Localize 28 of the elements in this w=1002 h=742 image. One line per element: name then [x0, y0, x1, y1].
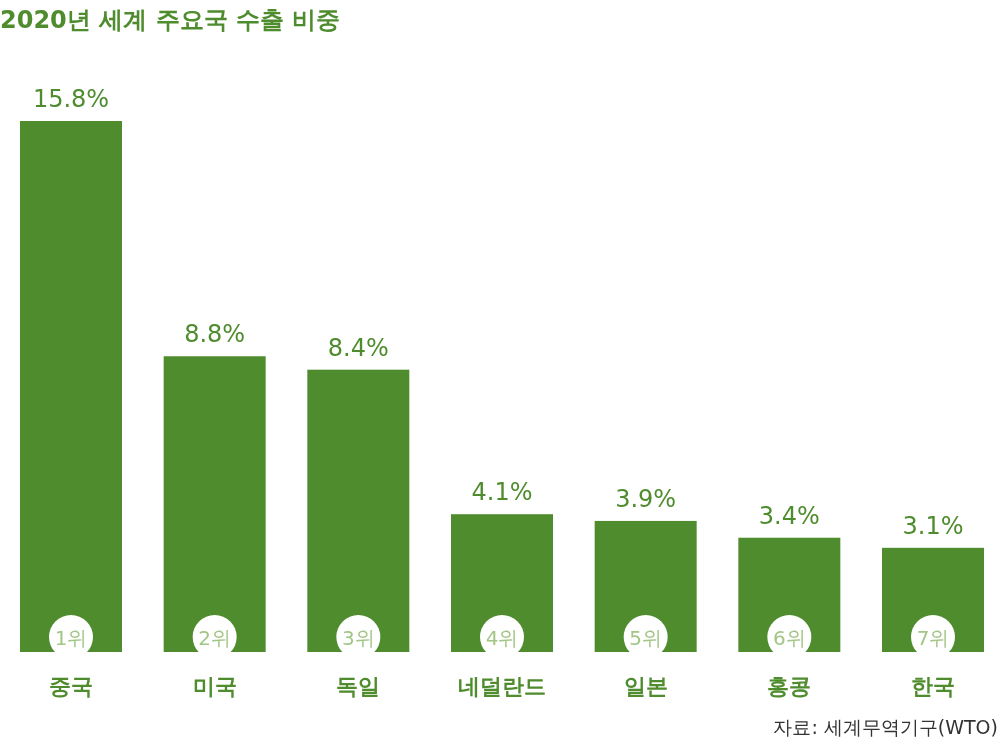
- data-label: 8.4%: [327, 333, 389, 362]
- x-tick-label: 한국: [911, 674, 955, 699]
- x-tick-label: 미국: [192, 674, 237, 699]
- data-label: 3.9%: [615, 484, 677, 513]
- chart-title: 2020년 세계 주요국 수출 비중: [0, 6, 341, 34]
- annotation: 1위: [54, 626, 88, 650]
- bar: [307, 369, 410, 652]
- data-label: 15.8%: [32, 85, 110, 113]
- bar: [163, 356, 266, 652]
- bar: [594, 520, 697, 652]
- bar: [20, 121, 122, 652]
- annotation: 3위: [341, 626, 375, 650]
- text: 자료: 세계무역기구(WTO): [773, 716, 998, 738]
- annotation: 6위: [772, 626, 806, 650]
- annotation: 4위: [485, 626, 519, 650]
- data-label: 3.1%: [902, 511, 964, 540]
- annotation: 7위: [916, 626, 950, 650]
- x-tick-label: 홍콩: [767, 674, 812, 699]
- x-tick-label: 네덜란드: [458, 674, 546, 699]
- annotation: 2위: [198, 626, 232, 650]
- data-label: 4.1%: [471, 478, 533, 507]
- data-label: 3.4%: [758, 501, 820, 530]
- bar: [451, 514, 553, 652]
- annotation: 5위: [629, 626, 663, 650]
- x-tick-label: 일본: [623, 674, 668, 699]
- x-tick-label: 중국: [49, 674, 93, 699]
- data-label: 8.8%: [184, 320, 246, 349]
- x-tick-label: 독일: [336, 674, 381, 699]
